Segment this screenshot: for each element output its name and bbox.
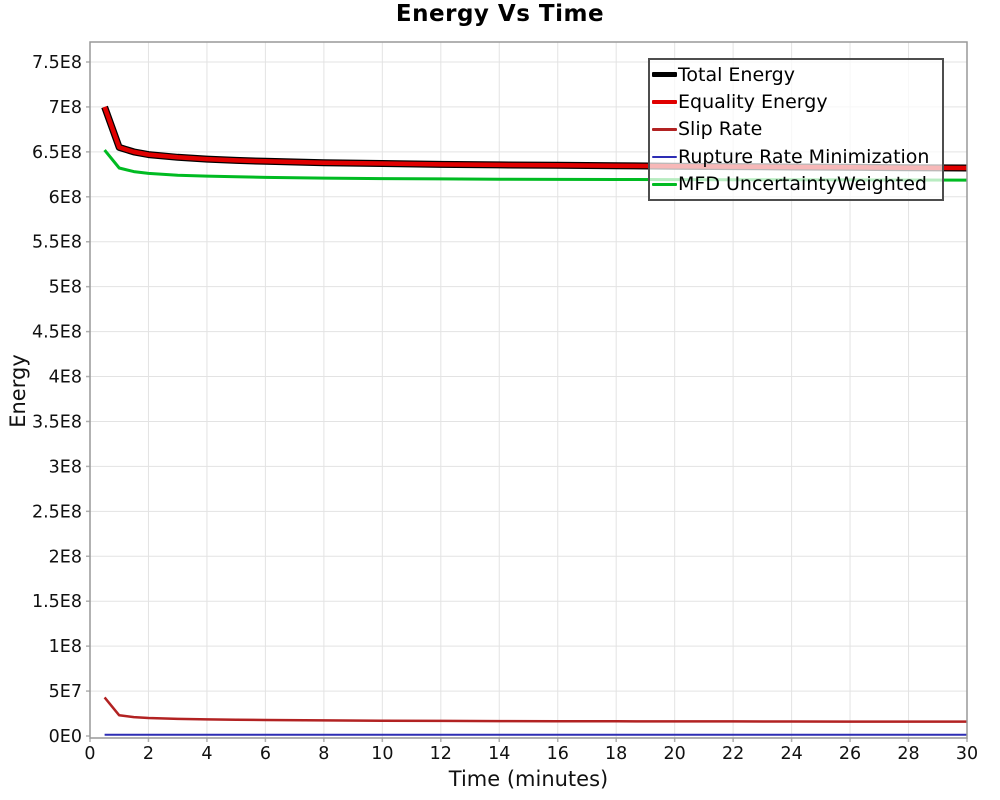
x-tick-label: 20	[664, 744, 686, 764]
x-tick-label: 22	[722, 744, 744, 764]
x-tick-label: 14	[488, 744, 510, 764]
x-tick-label: 8	[318, 744, 329, 764]
legend-swatch-icon	[652, 100, 677, 105]
y-tick-label: 5E8	[49, 278, 82, 298]
y-tick-label: 5E7	[49, 682, 82, 702]
y-tick-label: 5.5E8	[32, 233, 82, 253]
x-tick-label: 30	[956, 744, 978, 764]
legend-item-mfd-uncertaintyweighted: MFD UncertaintyWeighted	[652, 173, 942, 195]
x-tick-label: 10	[371, 744, 393, 764]
legend-item-rupture-rate-minimization: Rupture Rate Minimization	[652, 146, 942, 168]
x-tick-labels: 0 2 4 6 8 10 12 14 16 18 20 22 24 26 28 30	[84, 744, 978, 764]
y-tick-label: 6E8	[49, 188, 82, 208]
series-lines	[101, 105, 968, 736]
y-tick-label: 1E8	[49, 637, 82, 657]
x-axis-title: Time (minutes)	[448, 767, 609, 791]
x-tick-label: 18	[605, 744, 627, 764]
legend-item-equality-energy: Equality Energy	[652, 91, 942, 113]
y-tick-label: 6.5E8	[32, 143, 82, 163]
series-line	[103, 696, 967, 723]
legend-label: MFD UncertaintyWeighted	[678, 173, 927, 196]
legend-item-total-energy: Total Energy	[652, 64, 942, 86]
x-tick-label: 24	[780, 744, 802, 764]
legend-label: Equality Energy	[678, 91, 828, 114]
y-tick-label: 4E8	[49, 368, 82, 388]
legend: Total Energy Equality Energy Slip Rate R…	[648, 58, 944, 201]
x-tick-label: 26	[839, 744, 861, 764]
x-tick-label: 6	[260, 744, 271, 764]
x-tick-label: 0	[84, 744, 95, 764]
legend-swatch-icon	[652, 182, 677, 186]
y-tick-label: 1.5E8	[32, 592, 82, 612]
x-tick-label: 16	[547, 744, 569, 764]
y-tick-labels: 0E0 5E7 1E8 1.5E8 2E8 2.5E8 3E8 3.5E8 4E8 4.5E8 5E…	[32, 53, 82, 747]
y-axis-title: Energy	[6, 354, 30, 428]
legend-item-slip-rate: Slip Rate	[652, 118, 942, 140]
legend-label: Total Energy	[678, 63, 795, 86]
y-tick-label: 7.5E8	[32, 53, 82, 73]
x-tick-label: 4	[201, 744, 212, 764]
y-tick-label: 2E8	[49, 547, 82, 567]
y-tick-label: 4.5E8	[32, 323, 82, 343]
legend-swatch-icon	[652, 72, 677, 78]
y-tick-label: 7E8	[49, 98, 82, 118]
x-tick-label: 2	[143, 744, 154, 764]
x-tick-label: 12	[430, 744, 452, 764]
chart-title: Energy Vs Time	[395, 1, 605, 27]
y-tick-label: 3E8	[49, 457, 82, 477]
legend-label: Slip Rate	[678, 118, 763, 141]
plot-border	[89, 41, 968, 739]
legend-swatch-icon	[652, 155, 677, 158]
legend-swatch-icon	[652, 128, 677, 131]
y-tick-label: 2.5E8	[32, 502, 82, 522]
x-tick-label: 28	[897, 744, 919, 764]
legend-label: Rupture Rate Minimization	[678, 145, 930, 168]
y-tick-label: 3.5E8	[32, 412, 82, 432]
y-tick-label: 0E0	[49, 727, 82, 747]
